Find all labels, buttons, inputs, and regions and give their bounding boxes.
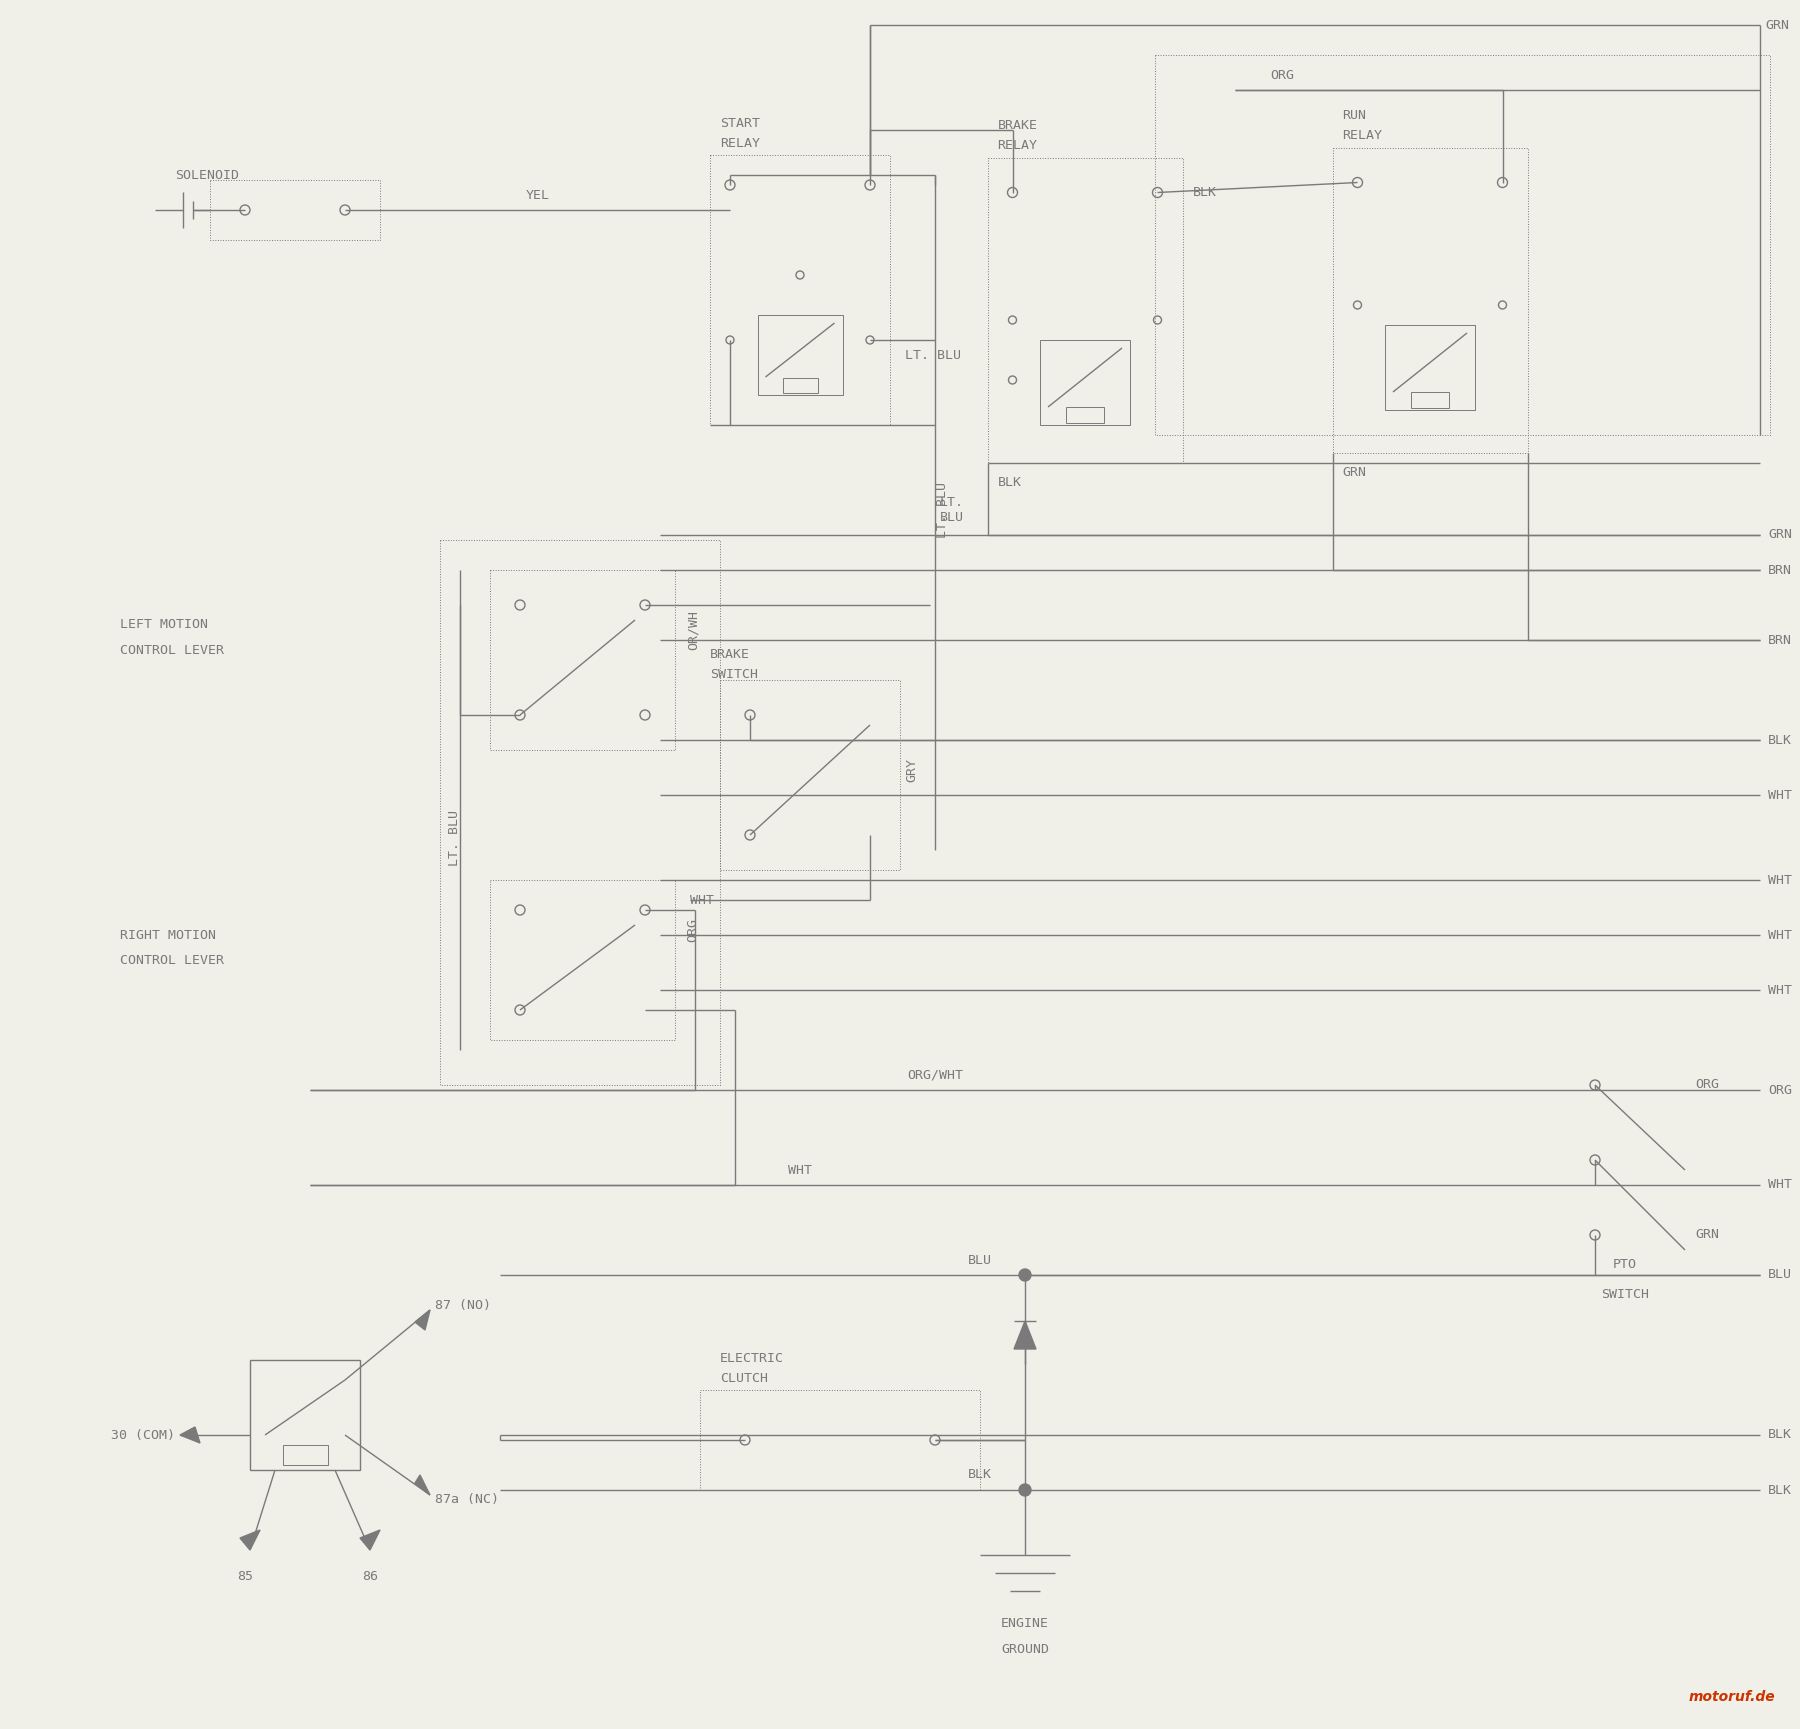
Bar xyxy=(988,157,1183,462)
Text: BRN: BRN xyxy=(1768,633,1793,647)
Polygon shape xyxy=(1013,1321,1037,1349)
Text: BLK: BLK xyxy=(1768,1428,1793,1442)
Text: BLU: BLU xyxy=(968,1254,992,1267)
Text: BLK: BLK xyxy=(1768,1483,1793,1497)
Bar xyxy=(783,379,817,392)
Bar xyxy=(1332,147,1528,453)
Bar xyxy=(709,156,889,425)
Bar xyxy=(720,679,900,870)
Polygon shape xyxy=(360,1530,380,1549)
Text: RUN: RUN xyxy=(1343,109,1366,123)
Text: SWITCH: SWITCH xyxy=(1600,1288,1649,1302)
Text: CONTROL LEVER: CONTROL LEVER xyxy=(121,953,223,967)
Text: WHT: WHT xyxy=(1768,873,1793,887)
Bar xyxy=(283,1445,328,1464)
Text: ENGINE: ENGINE xyxy=(1001,1617,1049,1630)
Text: GRN: GRN xyxy=(1696,1229,1719,1241)
Text: 87a (NC): 87a (NC) xyxy=(436,1494,499,1506)
Polygon shape xyxy=(239,1530,259,1549)
Text: BRAKE: BRAKE xyxy=(997,119,1037,131)
Text: BLU: BLU xyxy=(1768,1269,1793,1281)
Text: BLK: BLK xyxy=(1192,187,1217,199)
Text: BRAKE: BRAKE xyxy=(709,648,751,662)
Polygon shape xyxy=(416,1311,430,1330)
Bar xyxy=(1040,341,1130,425)
Text: CONTROL LEVER: CONTROL LEVER xyxy=(121,643,223,657)
Text: ORG: ORG xyxy=(686,918,700,942)
Text: CLUTCH: CLUTCH xyxy=(720,1371,769,1385)
Text: ORG: ORG xyxy=(1696,1079,1719,1091)
Text: GROUND: GROUND xyxy=(1001,1643,1049,1656)
Text: LEFT MOTION: LEFT MOTION xyxy=(121,619,209,631)
Bar xyxy=(1066,406,1103,424)
Text: ORG: ORG xyxy=(1271,69,1294,81)
Polygon shape xyxy=(416,1475,430,1496)
Text: WHT: WHT xyxy=(1768,788,1793,802)
Text: RIGHT MOTION: RIGHT MOTION xyxy=(121,928,216,942)
Bar xyxy=(700,1390,979,1490)
Text: SWITCH: SWITCH xyxy=(709,669,758,681)
Text: GRY: GRY xyxy=(905,757,918,782)
Circle shape xyxy=(1019,1483,1031,1496)
Text: LT. BLU: LT. BLU xyxy=(448,809,461,866)
Bar xyxy=(211,180,380,240)
Bar xyxy=(1411,392,1449,408)
Text: 85: 85 xyxy=(238,1570,254,1584)
Text: YEL: YEL xyxy=(526,188,549,202)
Bar xyxy=(1156,55,1769,436)
Text: ELECTRIC: ELECTRIC xyxy=(720,1352,785,1364)
Text: LT.
BLU: LT. BLU xyxy=(940,496,965,524)
Text: BLK: BLK xyxy=(997,475,1022,489)
Text: OR/WH: OR/WH xyxy=(686,610,700,650)
Circle shape xyxy=(1019,1269,1031,1281)
Text: WHT: WHT xyxy=(1768,1179,1793,1191)
Bar xyxy=(490,880,675,1041)
Text: WHT: WHT xyxy=(1768,984,1793,996)
Text: WHT: WHT xyxy=(689,894,715,906)
Text: RELAY: RELAY xyxy=(997,138,1037,152)
Bar xyxy=(1384,325,1474,410)
Text: LT. BLU: LT. BLU xyxy=(905,349,961,361)
Text: BLK: BLK xyxy=(1768,733,1793,747)
Text: ORG: ORG xyxy=(1768,1084,1793,1096)
Text: RELAY: RELAY xyxy=(720,137,760,149)
Text: GRN: GRN xyxy=(1766,19,1789,31)
Text: motoruf.de: motoruf.de xyxy=(1688,1689,1775,1705)
Bar xyxy=(439,539,720,1086)
Bar xyxy=(490,571,675,750)
Text: GRN: GRN xyxy=(1343,467,1366,479)
Text: 87 (NO): 87 (NO) xyxy=(436,1298,491,1312)
Text: SOLENOID: SOLENOID xyxy=(175,168,239,182)
Bar xyxy=(758,315,842,394)
Text: LT. BLU: LT. BLU xyxy=(936,482,950,538)
Text: 86: 86 xyxy=(362,1570,378,1584)
Text: BLK: BLK xyxy=(968,1468,992,1482)
Text: GRN: GRN xyxy=(1768,529,1793,541)
Text: WHT: WHT xyxy=(788,1164,812,1176)
Text: BRN: BRN xyxy=(1768,564,1793,576)
Text: START: START xyxy=(720,116,760,130)
Text: PTO: PTO xyxy=(1613,1259,1636,1271)
Text: ORG/WHT: ORG/WHT xyxy=(907,1069,963,1082)
Text: 30 (COM): 30 (COM) xyxy=(112,1428,175,1442)
Polygon shape xyxy=(180,1426,200,1444)
Text: WHT: WHT xyxy=(1768,928,1793,942)
Bar xyxy=(250,1361,360,1470)
Text: RELAY: RELAY xyxy=(1343,130,1382,142)
